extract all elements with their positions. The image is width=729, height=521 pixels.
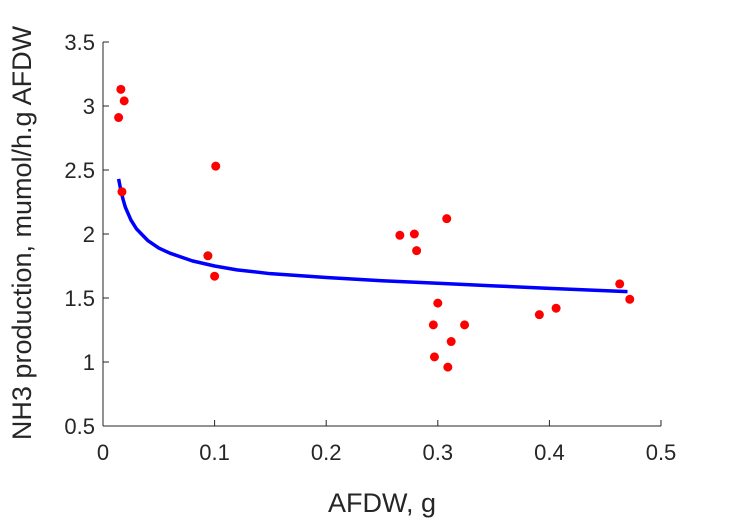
fit-curve — [116, 178, 628, 294]
data-point — [625, 294, 635, 304]
plot-area — [114, 84, 635, 372]
x-tick-label: 0.2 — [311, 440, 342, 465]
data-point — [428, 320, 438, 330]
data-point — [429, 352, 439, 362]
data-point — [412, 246, 422, 256]
data-point — [443, 362, 453, 372]
axes — [102, 42, 661, 427]
x-tick-label: 0.4 — [534, 440, 565, 465]
data-point — [446, 337, 456, 347]
x-tick-label: 0.1 — [199, 440, 230, 465]
data-point — [211, 161, 221, 171]
y-tick-label: 1 — [83, 350, 95, 375]
x-tick-label: 0.3 — [423, 440, 454, 465]
y-tick-label: 3.5 — [64, 30, 95, 55]
data-point — [395, 230, 405, 240]
data-point — [460, 320, 470, 330]
x-ticks: 0 0.1 0.2 0.3 0.4 0.5 — [97, 420, 676, 465]
x-tick-label: 0.5 — [646, 440, 677, 465]
y-tick-label: 0.5 — [64, 414, 95, 439]
data-point — [409, 229, 419, 239]
data-point — [116, 84, 126, 94]
data-point — [534, 310, 544, 320]
y-tick-label: 2.5 — [64, 158, 95, 183]
y-tick-label: 2 — [83, 222, 95, 247]
data-point — [442, 214, 452, 224]
data-point — [433, 298, 443, 308]
y-ticks: 0.5 1 1.5 2 2.5 3 3.5 — [64, 30, 109, 439]
data-point — [114, 113, 124, 123]
data-point — [117, 187, 127, 197]
y-axis-label: NH3 production, mumol/h.g AFDW — [7, 25, 37, 440]
data-point — [210, 271, 220, 281]
y-tick-label: 1.5 — [64, 286, 95, 311]
data-point — [203, 251, 213, 261]
x-axis-label: AFDW, g — [328, 488, 436, 518]
data-point — [119, 96, 129, 106]
data-point — [551, 303, 561, 313]
data-point — [615, 279, 625, 289]
y-tick-label: 3 — [83, 94, 95, 119]
x-tick-label: 0 — [97, 440, 109, 465]
